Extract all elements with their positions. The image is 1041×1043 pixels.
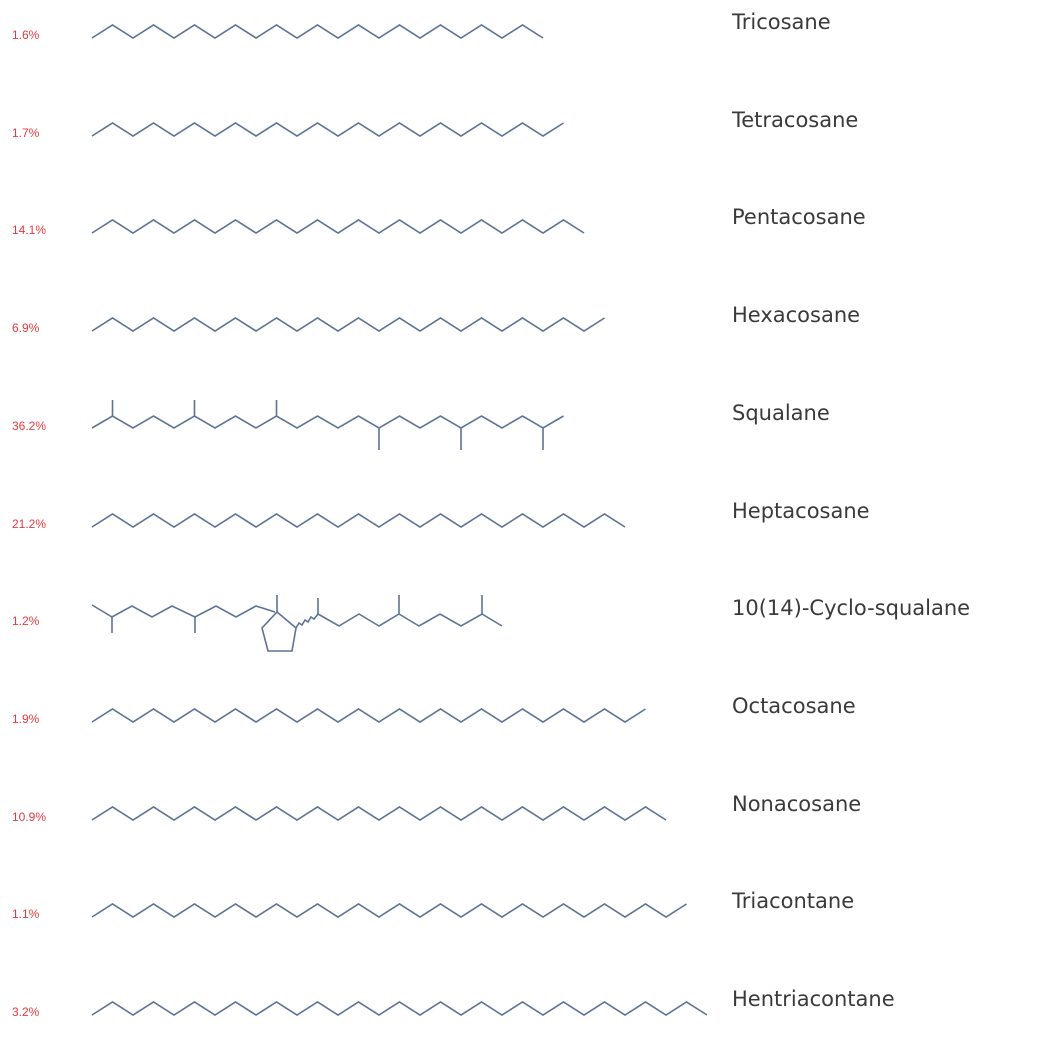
percent-label: 1.6%	[12, 28, 40, 42]
compound-row: 3.2% Hentriacontane	[0, 983, 1041, 1043]
compound-name: Hexacosane	[732, 303, 861, 328]
compound-name: Squalane	[732, 400, 830, 425]
compound-name: Pentacosane	[732, 205, 866, 230]
structure-linear	[91, 24, 544, 39]
carbon-chain	[91, 414, 564, 429]
percent-label: 36.2%	[12, 418, 47, 433]
structure-linear	[91, 317, 605, 333]
compound-row: 1.2% 10(14)-Cyclo-squalane	[0, 592, 1041, 652]
compound-name: 10(14)-Cyclo-squalane	[732, 596, 971, 621]
percent-label: 21.2%	[12, 516, 47, 531]
percent-label: 14.1%	[12, 223, 47, 238]
compound-row: 36.2% Squalane	[0, 397, 1041, 457]
percent-label: 1.9%	[12, 711, 40, 726]
carbon-chain	[91, 805, 667, 821]
percent-label: 1.1%	[12, 907, 40, 922]
percent-label: 1.2%	[12, 614, 40, 629]
structure-linear	[91, 512, 626, 528]
hydrocarbon-composition-figure: 1.6% Tricosane 1.7% Tetracosane 14.1% Pentaco…	[0, 6, 1041, 1019]
compound-name: Tricosane	[732, 10, 831, 34]
compound-row: 1.9% Octacosane	[0, 690, 1041, 750]
cyclopentane-ring	[261, 611, 297, 652]
percent-label: 6.9%	[12, 321, 40, 336]
carbon-chain	[91, 24, 544, 39]
carbon-chain	[91, 604, 276, 619]
wavy-bond	[295, 613, 319, 629]
carbon-chain	[91, 121, 564, 137]
compound-row: 21.2% Heptacosane	[0, 495, 1041, 555]
compound-name: Tetracosane	[732, 107, 859, 132]
structure-linear	[91, 219, 585, 235]
carbon-chain	[91, 512, 626, 528]
percent-label: 1.7%	[12, 125, 40, 140]
carbon-chain	[91, 1001, 708, 1016]
structure-linear	[91, 1001, 708, 1016]
compound-name: Octacosane	[732, 693, 856, 718]
structure-cyclosqualane	[91, 595, 503, 652]
compound-row: 6.9% Hexacosane	[0, 299, 1041, 359]
compound-row: 1.7% Tetracosane	[0, 104, 1041, 164]
compound-row: 1.6% Tricosane	[0, 6, 1041, 66]
carbon-chain	[91, 219, 585, 235]
compound-row: 10.9% Nonacosane	[0, 788, 1041, 848]
carbon-chain	[91, 317, 605, 333]
structure-linear	[91, 903, 687, 919]
carbon-chain	[91, 707, 646, 723]
compound-row: 14.1% Pentacosane	[0, 201, 1041, 261]
structure-squalane	[91, 399, 564, 450]
compound-row: 1.1% Triacontane	[0, 885, 1041, 945]
compound-name: Heptacosane	[732, 498, 870, 523]
compound-name: Nonacosane	[732, 791, 862, 816]
structure-linear	[91, 707, 646, 723]
percent-label: 10.9%	[12, 809, 47, 824]
carbon-chain	[317, 613, 503, 628]
structure-linear	[91, 805, 667, 821]
compound-name: Triacontane	[732, 889, 855, 914]
compound-name: Hentriacontane	[732, 987, 895, 1011]
carbon-chain	[91, 903, 687, 919]
structure-linear	[91, 121, 564, 137]
